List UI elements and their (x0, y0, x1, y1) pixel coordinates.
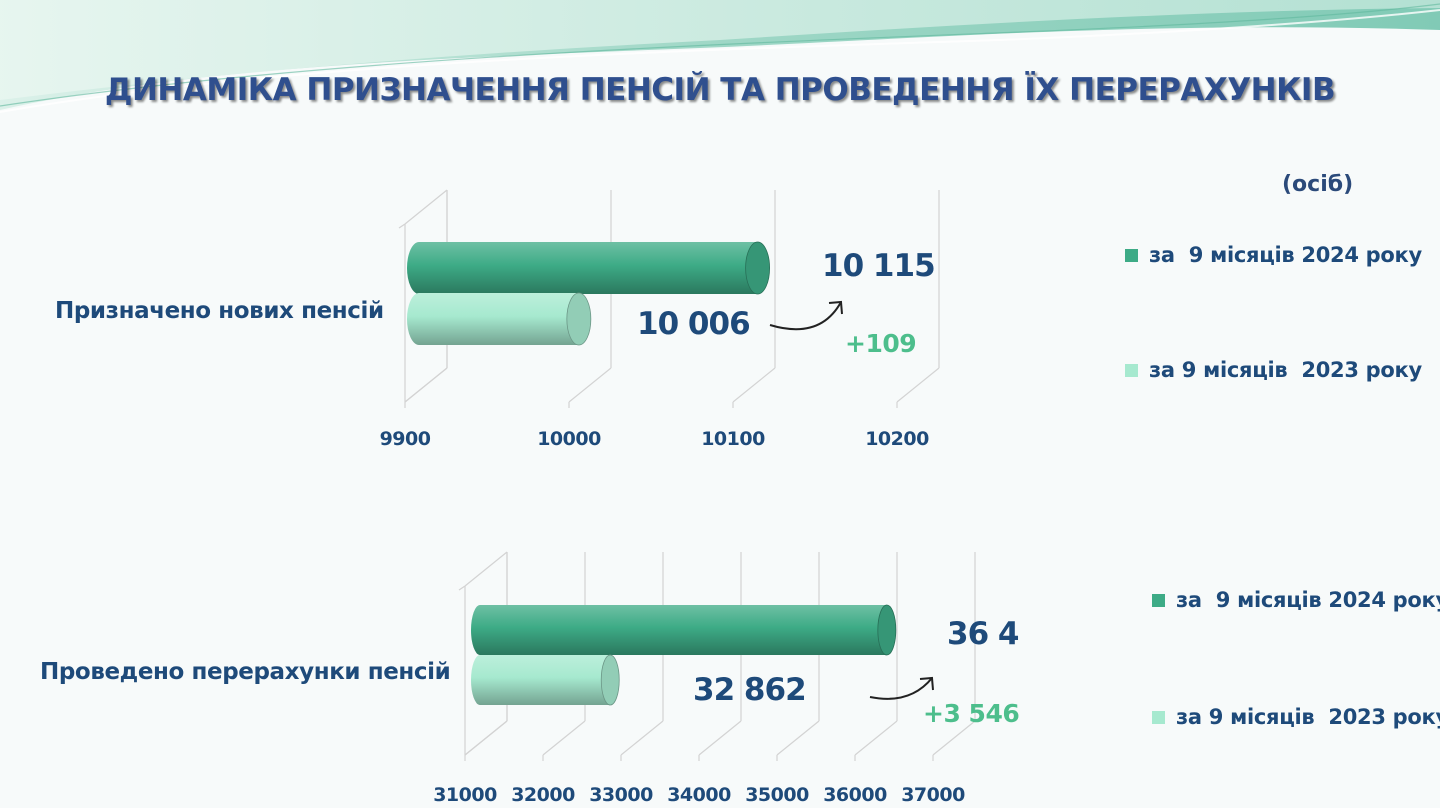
change-arrow (769, 301, 842, 331)
side-wall-top (464, 551, 508, 587)
legend2-item-2024: за 9 місяців 2024 року (1152, 588, 1440, 612)
legend1-item-2024: за 9 місяців 2024 року (1125, 243, 1422, 267)
legend-swatch-2023 (1152, 710, 1165, 724)
bar-body (471, 605, 896, 655)
x-tick-label: 9900 (380, 428, 431, 450)
x-tick-label: 10100 (701, 428, 765, 450)
x-tick-label: 36000 (823, 784, 887, 806)
x-tick-label: 33000 (589, 784, 653, 806)
bar-2024 (471, 604, 897, 656)
legend1-label-2024: за 9 місяців 2024 року (1149, 243, 1422, 267)
legend2-label-2024: за 9 місяців 2024 року (1176, 588, 1440, 612)
x-tick-label: 10000 (537, 428, 601, 450)
gridline-floor (776, 720, 820, 756)
gridline-floor (568, 367, 612, 403)
bar-2024 (407, 241, 771, 295)
bar-body (407, 242, 770, 294)
chart1-category-label: Призначено нових пенсій (55, 298, 384, 324)
axis-tick-top (398, 223, 406, 229)
legend2-label-2023: за 9 місяців 2023 року (1176, 705, 1440, 729)
bar-2023 (407, 292, 592, 346)
gridline-floor (464, 720, 508, 756)
bar-body (407, 293, 591, 345)
bar-end-cap (566, 292, 592, 346)
data-label-2023: 32 862 (693, 672, 806, 708)
chart-recalculations: 31000 32000 33000 34000 35000 36000 37000 36 40… (433, 551, 1020, 806)
bar-end-cap (745, 241, 771, 295)
x-tick-label: 32000 (511, 784, 575, 806)
chart2-category-label: Проведено перерахунки пенсій (40, 659, 451, 685)
change-arrow (869, 677, 933, 700)
gridline-floor (542, 720, 586, 756)
unit-label: (осіб) (1282, 172, 1354, 197)
chart-new-pensions: 9900 10000 10100 10200 10 115 10 006 +109 (380, 189, 940, 450)
legend1-item-2023: за 9 місяців 2023 року (1125, 358, 1422, 382)
bar-end-cap (600, 654, 620, 706)
gridline-floor (896, 367, 940, 403)
data-label-2024: 10 115 (822, 248, 935, 284)
gridline-floor (732, 367, 776, 403)
legend1-label-2023: за 9 місяців 2023 року (1149, 358, 1422, 382)
page-title: ДИНАМІКА ПРИЗНАЧЕННЯ ПЕНСІЙ ТА ПРОВЕДЕНН… (104, 72, 1336, 108)
change-label: +3 546 (923, 699, 1019, 728)
gridline-floor (698, 720, 742, 756)
data-label-2024: 36 408 (947, 616, 1020, 652)
x-tick-label: 10200 (865, 428, 929, 450)
data-label-2023: 10 006 (637, 306, 750, 342)
axis-tick-top (458, 585, 466, 591)
legend2-item-2023: за 9 місяців 2023 року (1152, 705, 1440, 729)
side-wall-top (404, 189, 448, 225)
bar-end-cap (877, 604, 897, 656)
legend-swatch-2023 (1125, 363, 1138, 377)
gridline-floor (854, 720, 898, 756)
gridline-floor (404, 367, 448, 403)
change-arrow-head (828, 300, 843, 315)
x-tick-label: 31000 (433, 784, 497, 806)
change-arrow-head (919, 676, 934, 691)
legend-swatch-2024 (1125, 248, 1138, 262)
x-tick-label: 35000 (745, 784, 809, 806)
legend-swatch-2024 (1152, 593, 1165, 607)
change-label: +109 (845, 329, 916, 358)
bar-2023 (471, 654, 620, 706)
x-tick-label: 37000 (901, 784, 965, 806)
gridline-floor (932, 720, 976, 756)
gridline-floor (620, 720, 664, 756)
bar-body (471, 655, 620, 705)
x-tick-label: 34000 (667, 784, 731, 806)
